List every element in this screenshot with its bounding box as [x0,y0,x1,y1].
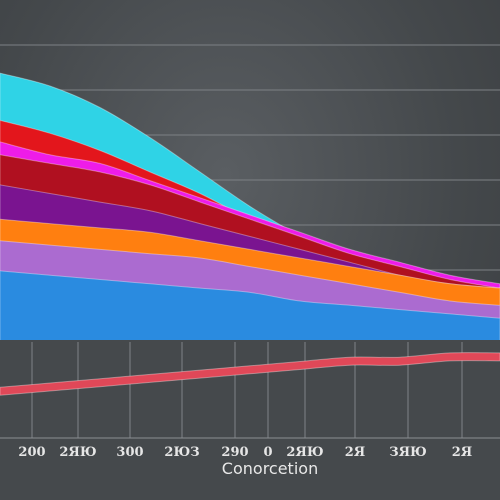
x-tick-label-9: 2Я [452,445,473,460]
series-area-8 [0,352,500,396]
x-tick-label-3: 2ЮЗ [164,445,199,460]
x-tick-label-5: 0 [263,445,272,460]
series-areas [0,72,500,500]
x-tick-labels: 200 2ЯЮ 300 2ЮЗ 290 0 2ЯЮ 2Я ЗЯЮ 2Я [18,445,472,460]
x-tick-label-2: 300 [116,445,143,460]
x-tick-label-8: ЗЯЮ [389,445,427,460]
x-tick-label-7: 2Я [345,445,366,460]
x-tick-label-6: 2ЯЮ [286,445,323,460]
x-tick-label-0: 200 [18,445,45,460]
x-tick-label-4: 290 [221,445,248,460]
x-tick-label-1: 2ЯЮ [59,445,96,460]
x-axis-label: Conorcetion [222,459,318,478]
